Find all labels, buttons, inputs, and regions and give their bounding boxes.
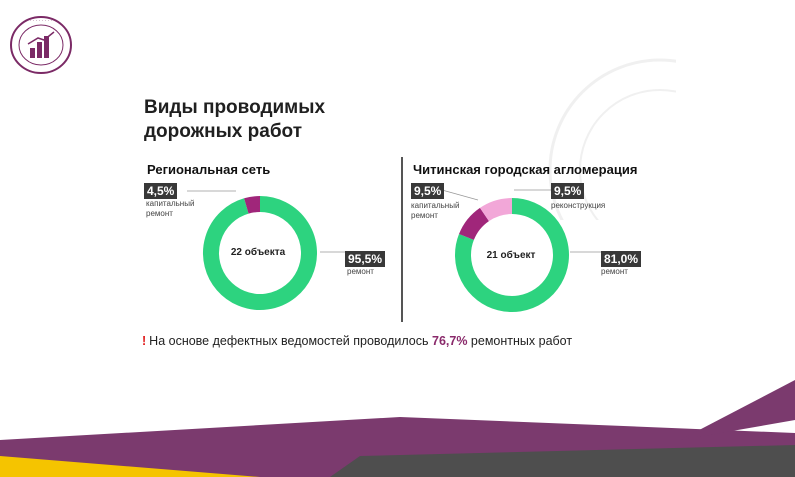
watermark-seal: [548, 58, 710, 220]
warning-mark-icon: !: [142, 334, 147, 348]
donut-center-label-regional: 22 объекта: [230, 247, 286, 258]
leader-lines: [187, 189, 601, 253]
footnote-text-before: На основе дефектных ведомостей проводило…: [149, 334, 432, 348]
chart-title-chita: Читинская городская агломерация: [413, 162, 638, 177]
data-label-repair-chita: 81,0%: [601, 251, 642, 267]
donut-slice-chita-1: [459, 207, 490, 241]
slide-title-line1: Виды проводимых: [144, 97, 326, 118]
donut-slice-regional-0: [203, 196, 317, 310]
legend-label-reconstruction-chita: реконструкция: [551, 201, 606, 210]
legend-label-capital-repair-chita: капитальный ремонт: [411, 201, 460, 220]
data-label-capital-repair-chita: 9,5%: [411, 183, 445, 199]
slide-title-line2: дорожных работ: [144, 121, 302, 142]
legend-label-repair-regional: ремонт: [347, 267, 374, 276]
data-label-repair-regional: 95,5%: [345, 251, 386, 267]
leader-line-2: [441, 189, 479, 201]
data-label-reconstruction-chita: 9,5%: [551, 183, 585, 199]
footer-yellow-band: [0, 456, 260, 477]
donut-slice-chita-0: [455, 198, 569, 312]
donut-regional: [203, 196, 317, 310]
donut-center-label-chita: 21 объект: [486, 250, 536, 261]
legend-label-capital-repair-regional: капитальный ремонт: [146, 199, 195, 218]
footnote-text-after: ремонтных работ: [467, 334, 573, 348]
bar-chart-logo-icon: · · · · · · · ·: [10, 16, 72, 74]
footer-dark-band: [330, 445, 795, 477]
legend-label-repair-chita: ремонт: [601, 267, 628, 276]
footnote: ! На основе дефектных ведомостей проводил…: [142, 334, 572, 348]
donut-slice-chita-2: [479, 198, 513, 222]
data-label-capital-repair-regional: 4,5%: [144, 183, 178, 199]
chart-title-regional: Региональная сеть: [147, 162, 271, 177]
chart-divider: [401, 157, 403, 322]
donut-slice-regional-1: [244, 196, 261, 214]
footnote-highlight: 76,7%: [432, 334, 468, 348]
svg-text:· · · · · · · ·: · · · · · · · ·: [29, 18, 52, 24]
footer-purple-wedge: [680, 380, 795, 440]
slide-title: Виды проводимых дорожных работ: [144, 96, 325, 144]
footer-decor-bands: [0, 380, 795, 477]
donut-chita: [455, 198, 569, 312]
right-blank-strip: [676, 0, 795, 380]
